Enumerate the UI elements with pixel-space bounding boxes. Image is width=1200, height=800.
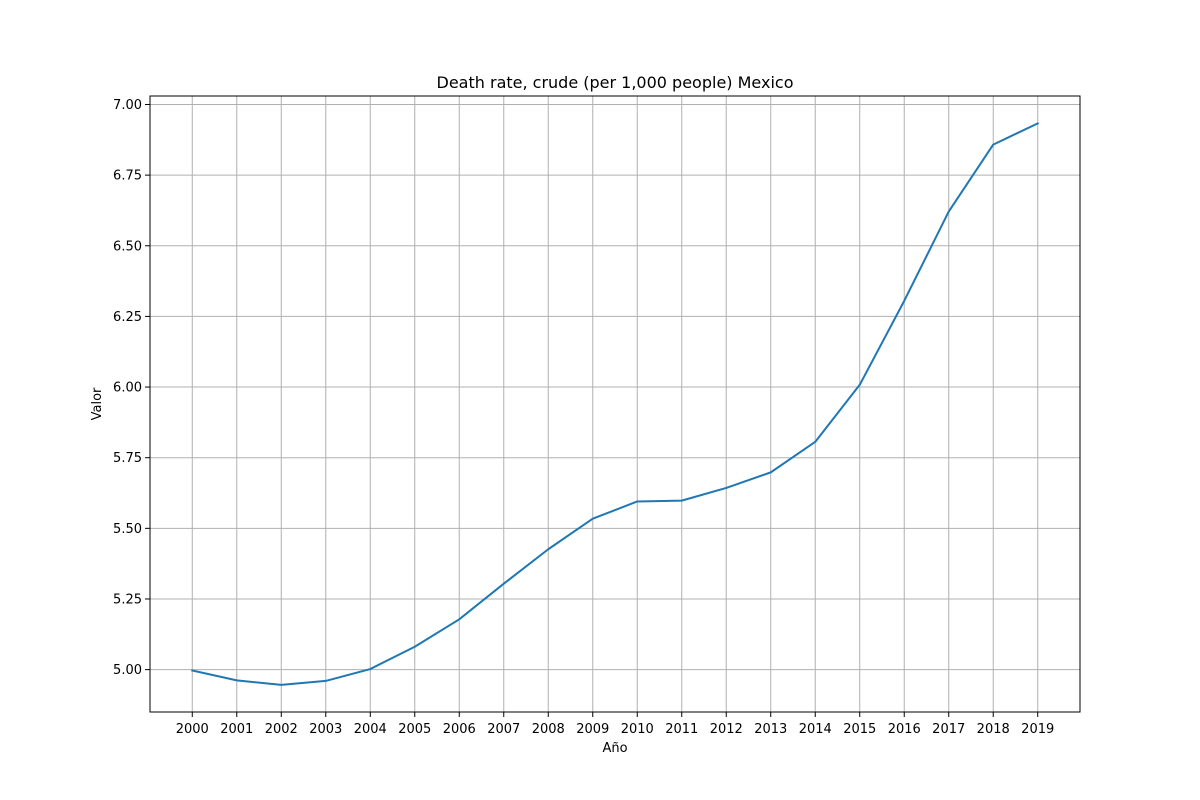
y-tick-label: 6.25 [113, 310, 142, 325]
x-axis: 2000 2001 2002 2003 2004 2005 2006 2007 2008 2009… [176, 712, 1054, 737]
x-axis-label: Año [602, 741, 627, 756]
y-tick-label: 6.75 [113, 169, 142, 184]
plot-frame [149, 95, 1081, 713]
y-tick-label: 5.00 [113, 663, 142, 678]
x-tick-label: 2000 [176, 722, 209, 737]
x-tick-label: 2014 [799, 722, 832, 737]
x-tick-label: 2017 [932, 722, 965, 737]
y-tick-label: 6.50 [113, 239, 142, 254]
x-tick-label: 2002 [265, 722, 298, 737]
y-tick-label: 5.75 [113, 451, 142, 466]
x-tick-label: 2019 [1021, 722, 1054, 737]
y-tick-label: 5.50 [113, 522, 142, 537]
y-axis-label: Valor [90, 387, 105, 420]
series-line [191, 122, 1040, 686]
x-tick-label: 2006 [443, 722, 476, 737]
x-tick-label: 2003 [309, 722, 342, 737]
x-tick-label: 2001 [220, 722, 253, 737]
y-tick-label: 6.00 [113, 381, 142, 396]
x-tick-label: 2010 [621, 722, 654, 737]
x-tick-label: 2009 [576, 722, 609, 737]
x-tick-label: 2015 [843, 722, 876, 737]
x-tick-label: 2007 [487, 722, 520, 737]
y-tick-label: 5.25 [113, 592, 142, 607]
x-tick-label: 2018 [977, 722, 1010, 737]
x-tick-label: 2005 [398, 722, 431, 737]
y-axis: 5.00 5.25 5.50 5.75 6.00 6.25 6.50 6.75 7.00 [113, 98, 150, 678]
chart-title: Death rate, crude (per 1,000 people) Mex… [437, 73, 794, 92]
x-tick-label: 2013 [754, 722, 787, 737]
x-tick-label: 2012 [710, 722, 743, 737]
x-tick-label: 2008 [532, 722, 565, 737]
y-tick-label: 7.00 [113, 98, 142, 113]
x-tick-label: 2004 [354, 722, 387, 737]
series-group [191, 122, 1040, 686]
x-tick-label: 2016 [888, 722, 921, 737]
x-tick-label: 2011 [665, 722, 698, 737]
grid [150, 96, 1080, 712]
